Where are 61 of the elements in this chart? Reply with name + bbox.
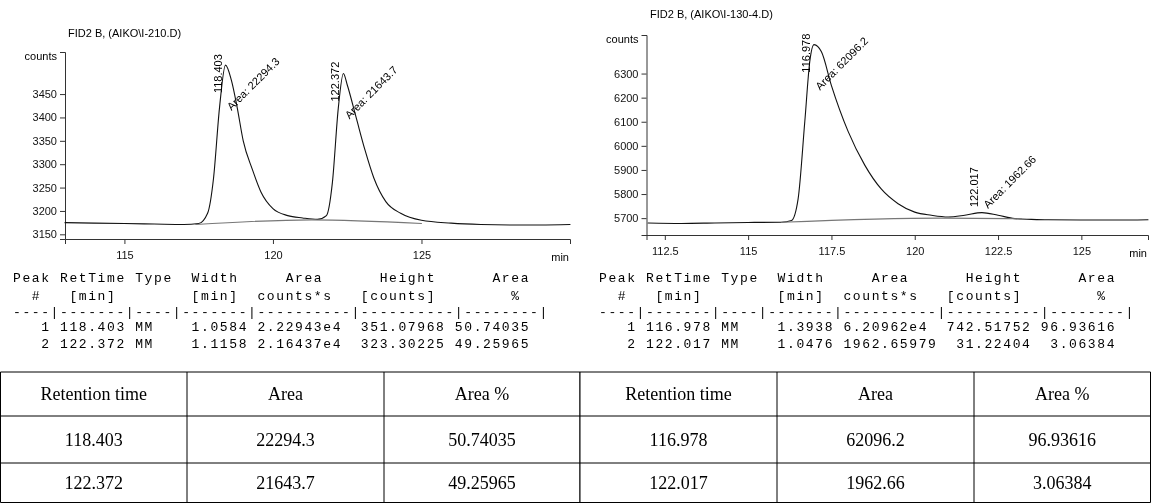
text: Area % (454, 384, 510, 404)
text: 2 122.017 MM 1.0476 1962.65979 31.22404 3.06384 (599, 337, 1117, 352)
y-tick-label: 6000 (614, 139, 639, 152)
text: 22294.3 (256, 429, 315, 450)
text: 3.06384 (1033, 472, 1092, 493)
text: Retention time (40, 384, 147, 404)
text: 122.372 (64, 472, 123, 493)
text: Area % (1035, 384, 1090, 404)
x-tick-label: 125 (1072, 245, 1092, 258)
y-tick-label: 3200 (32, 204, 57, 217)
text: 118.403 (64, 429, 123, 450)
text: # [min] [min] counts*s [counts] % (599, 289, 1107, 304)
text: 116.978 (649, 429, 708, 450)
annotation: 118.403 (211, 54, 224, 94)
annotation: 116.978 (800, 33, 813, 73)
text: ----|-------|----|-------|----------|----------|--------| (599, 305, 1135, 320)
y-tick-label: 5900 (614, 163, 639, 176)
y-tick-label: 3400 (32, 111, 57, 124)
text: 122.017 (649, 472, 708, 493)
x-tick-label: 122.5 (984, 245, 1013, 258)
text: 2 122.372 MM 1.1158 2.16437e4 323.30225 49.25965 (13, 337, 531, 352)
chart-title: FID2 B, (AIKO\I-130-4.D) (650, 8, 773, 20)
text: 50.74035 (448, 429, 516, 450)
y-tick-label: 6100 (614, 115, 639, 128)
y-tick-label: 6200 (614, 91, 639, 104)
text: 96.93616 (1028, 429, 1096, 450)
y-tick-label: 3250 (32, 181, 57, 194)
text: Area (268, 384, 303, 404)
text: 1 118.403 MM 1.0584 2.22943e4 351.07968 50.74035 (13, 320, 531, 335)
y-tick-label: 3150 (32, 228, 57, 241)
y-tick-label: 3450 (32, 88, 57, 101)
x-tick-label: 120 (906, 245, 925, 258)
annotation: 122.372 (329, 61, 342, 102)
y-axis-title: counts (24, 50, 58, 62)
text: Retention time (625, 384, 732, 404)
y-tick-label: 5800 (614, 188, 639, 201)
x-axis-title: min (1129, 247, 1147, 259)
y-axis-title: counts (606, 33, 639, 45)
y-tick-label: 3300 (32, 158, 57, 171)
x-tick-label: 115 (116, 249, 134, 262)
text: Area (858, 384, 893, 404)
text: Peak RetTime Type Width Area Height Area (599, 271, 1117, 286)
text: # [min] [min] counts*s [counts] % (13, 289, 521, 304)
text: 1 116.978 MM 1.3938 6.20962e4 742.51752 96.93616 (599, 320, 1117, 335)
text: 62096.2 (846, 429, 905, 450)
text: 1962.66 (846, 472, 905, 493)
x-tick-label: 125 (412, 249, 432, 262)
y-tick-label: 6300 (614, 67, 639, 80)
x-tick-label: 120 (264, 249, 283, 262)
x-tick-label: 112.5 (651, 245, 679, 258)
x-tick-label: 117.5 (818, 245, 846, 258)
text: ----|-------|----|-------|----------|----------|--------| (13, 305, 549, 320)
x-axis-title: min (551, 251, 569, 263)
text: 49.25965 (448, 472, 516, 493)
y-tick-label: 5700 (614, 212, 639, 225)
text: Peak RetTime Type Width Area Height Area (13, 271, 531, 286)
chart-title: FID2 B, (AIKO\I-210.D) (68, 27, 182, 39)
annotation: 122.017 (967, 167, 980, 207)
x-tick-label: 115 (739, 245, 758, 258)
text: 21643.7 (256, 472, 315, 493)
y-tick-label: 3350 (32, 134, 57, 147)
